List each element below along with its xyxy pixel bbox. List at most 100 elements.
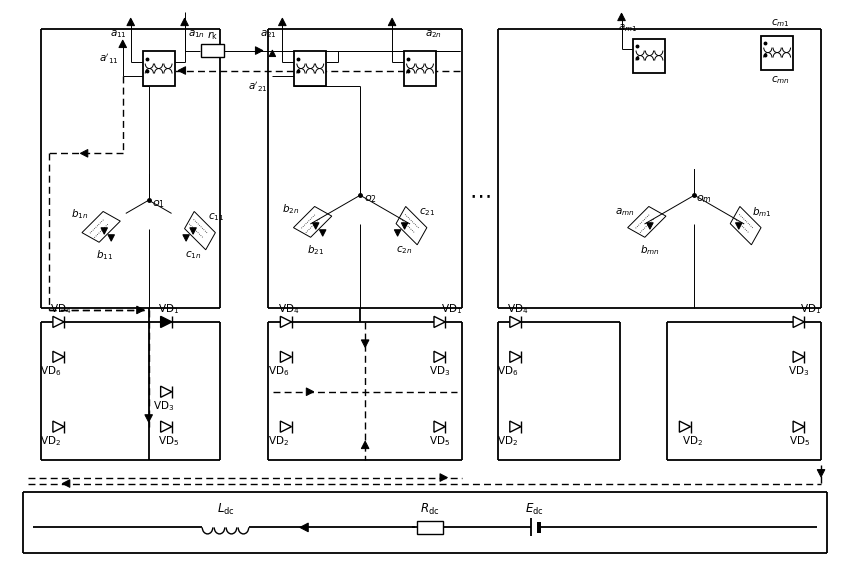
- Polygon shape: [161, 316, 172, 328]
- Polygon shape: [394, 230, 401, 236]
- Bar: [294, 51, 326, 87]
- Text: $\mathrm{VD}_5$: $\mathrm{VD}_5$: [158, 434, 180, 448]
- Text: $\cdots$: $\cdots$: [469, 184, 491, 206]
- Text: $b_{m1}$: $b_{m1}$: [752, 205, 772, 219]
- Polygon shape: [190, 228, 197, 234]
- Polygon shape: [793, 421, 804, 432]
- Polygon shape: [362, 441, 369, 448]
- Bar: [633, 39, 665, 73]
- Text: $\mathrm{VD}_6$: $\mathrm{VD}_6$: [40, 364, 61, 378]
- Text: $o_1$: $o_1$: [152, 198, 165, 210]
- Text: $b_{11}$: $b_{11}$: [95, 248, 113, 261]
- Text: $b_{1n}$: $b_{1n}$: [71, 207, 88, 220]
- Polygon shape: [735, 223, 742, 229]
- Polygon shape: [434, 316, 445, 328]
- Polygon shape: [53, 421, 64, 432]
- Text: $\mathrm{VD}_2$: $\mathrm{VD}_2$: [497, 434, 518, 448]
- Polygon shape: [255, 47, 263, 54]
- Polygon shape: [679, 421, 690, 432]
- Text: $a_{m1}$: $a_{m1}$: [618, 22, 637, 33]
- Text: $b_{mn}$: $b_{mn}$: [640, 243, 660, 257]
- Text: $\mathrm{VD}_1$: $\mathrm{VD}_1$: [801, 302, 822, 316]
- Text: $\mathrm{VD}_3$: $\mathrm{VD}_3$: [789, 364, 809, 378]
- Text: $b_{2n}$: $b_{2n}$: [283, 202, 300, 216]
- Polygon shape: [312, 223, 319, 229]
- Polygon shape: [119, 40, 127, 47]
- Text: $\mathrm{VD}_6$: $\mathrm{VD}_6$: [497, 364, 518, 378]
- Text: $\mathrm{VD}_2$: $\mathrm{VD}_2$: [40, 434, 61, 448]
- Polygon shape: [618, 13, 625, 21]
- Text: $a_{2n}$: $a_{2n}$: [426, 28, 443, 39]
- Polygon shape: [319, 230, 326, 236]
- Text: $L_\mathrm{dc}$: $L_\mathrm{dc}$: [216, 502, 234, 517]
- Text: $\mathrm{VD}_4$: $\mathrm{VD}_4$: [50, 302, 71, 316]
- Polygon shape: [101, 228, 107, 234]
- Polygon shape: [183, 235, 190, 241]
- Polygon shape: [53, 316, 64, 328]
- Polygon shape: [510, 421, 521, 432]
- Polygon shape: [280, 351, 292, 362]
- Text: $c_{mn}$: $c_{mn}$: [771, 74, 790, 87]
- Polygon shape: [178, 67, 186, 74]
- Polygon shape: [127, 18, 134, 25]
- Bar: [761, 36, 793, 69]
- Text: $\mathrm{VD}_1$: $\mathrm{VD}_1$: [158, 302, 180, 316]
- Text: $a_{1n}$: $a_{1n}$: [188, 28, 205, 39]
- Polygon shape: [300, 523, 308, 532]
- Text: $\mathrm{VD}_5$: $\mathrm{VD}_5$: [789, 434, 809, 448]
- Text: $c_{m1}$: $c_{m1}$: [771, 17, 790, 28]
- Polygon shape: [510, 351, 521, 362]
- Text: $\mathrm{VD}_3$: $\mathrm{VD}_3$: [153, 399, 174, 413]
- Text: $\mathrm{VD}_5$: $\mathrm{VD}_5$: [430, 434, 450, 448]
- Polygon shape: [306, 388, 314, 396]
- Polygon shape: [137, 306, 144, 314]
- Polygon shape: [62, 479, 70, 488]
- Text: $a_{21}$: $a_{21}$: [260, 28, 277, 39]
- Polygon shape: [145, 415, 152, 422]
- Polygon shape: [402, 223, 408, 229]
- Text: $a'_{11}$: $a'_{11}$: [99, 51, 118, 66]
- Text: $b_{21}$: $b_{21}$: [307, 243, 324, 257]
- Text: $a_{11}$: $a_{11}$: [111, 28, 127, 39]
- Text: $\mathrm{VD}_2$: $\mathrm{VD}_2$: [268, 434, 288, 448]
- Polygon shape: [161, 421, 172, 432]
- Polygon shape: [793, 316, 804, 328]
- Polygon shape: [817, 470, 825, 477]
- Text: $c_{2n}$: $c_{2n}$: [397, 244, 413, 256]
- Text: $\mathrm{VD}_3$: $\mathrm{VD}_3$: [430, 364, 450, 378]
- Text: $\mathrm{VD}_4$: $\mathrm{VD}_4$: [277, 302, 299, 316]
- Bar: [201, 44, 225, 57]
- Bar: [417, 521, 443, 534]
- Text: $E_\mathrm{dc}$: $E_\mathrm{dc}$: [525, 502, 544, 517]
- Text: $a_{mn}$: $a_{mn}$: [615, 206, 635, 218]
- Polygon shape: [440, 474, 448, 481]
- Polygon shape: [108, 235, 115, 241]
- Polygon shape: [180, 18, 188, 25]
- Text: $o_2$: $o_2$: [363, 193, 377, 205]
- Text: $\mathrm{VD}_2$: $\mathrm{VD}_2$: [682, 434, 703, 448]
- Polygon shape: [53, 351, 64, 362]
- Polygon shape: [269, 50, 276, 57]
- Polygon shape: [161, 386, 172, 398]
- Polygon shape: [278, 18, 286, 25]
- Polygon shape: [434, 351, 445, 362]
- Text: $\mathrm{VD}_6$: $\mathrm{VD}_6$: [268, 364, 289, 378]
- Text: $a'_{21}$: $a'_{21}$: [248, 80, 268, 93]
- Text: $\mathrm{VD}_4$: $\mathrm{VD}_4$: [507, 302, 528, 316]
- Text: $r_\mathrm{k}$: $r_\mathrm{k}$: [207, 29, 218, 42]
- Text: $c_{11}$: $c_{11}$: [208, 211, 224, 223]
- Polygon shape: [362, 340, 369, 347]
- Bar: [404, 51, 436, 87]
- Text: $c_{21}$: $c_{21}$: [420, 206, 436, 218]
- Polygon shape: [80, 149, 88, 157]
- Text: $R_\mathrm{dc}$: $R_\mathrm{dc}$: [420, 502, 440, 517]
- Polygon shape: [434, 421, 445, 432]
- Polygon shape: [793, 351, 804, 362]
- Polygon shape: [647, 223, 654, 229]
- Polygon shape: [280, 421, 292, 432]
- Text: $o_m$: $o_m$: [696, 193, 712, 205]
- Text: $\mathrm{VD}_1$: $\mathrm{VD}_1$: [442, 302, 463, 316]
- Polygon shape: [280, 316, 292, 328]
- Text: $c_{1n}$: $c_{1n}$: [185, 249, 202, 261]
- Polygon shape: [510, 316, 521, 328]
